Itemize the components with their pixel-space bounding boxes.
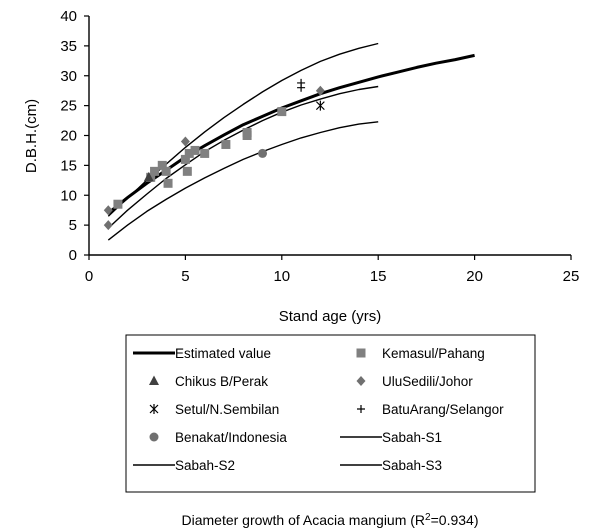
x-tick-label: 20 (466, 268, 483, 285)
series-sabah-s3-line (107, 121, 379, 241)
y-tick-label: 30 (60, 68, 77, 85)
legend-item-kemasul-pahang: Kemasul/Pahang (356, 346, 485, 361)
series-setul-n-sembilan-point (315, 100, 325, 111)
series-kemasul-pahang-point (161, 166, 171, 176)
legend-swatch-marker (356, 348, 366, 358)
legend-item-sabah-s2: Sabah-S2 (133, 458, 235, 473)
legend-label: Chikus B/Perak (175, 374, 268, 389)
legend-label: UluSedili/Johor (382, 374, 473, 389)
series-kemasul-pahang-point (242, 128, 252, 138)
series-kemasul-pahang-point (163, 178, 173, 188)
series-kemasul-pahang-point (113, 199, 123, 209)
series-markers (103, 78, 325, 231)
legend-swatch-marker (149, 432, 159, 442)
series-kemasul-pahang-point (190, 145, 200, 155)
legend-item-sabah-s3: Sabah-S3 (340, 458, 442, 473)
plot-area: 0 5 10 15 20 25 30 35 40 0 5 10 15 20 25 (60, 8, 579, 285)
legend-label: Kemasul/Pahang (382, 346, 485, 361)
legend-label: Benakat/Indonesia (175, 430, 287, 445)
series-estimated-value-line (107, 53, 475, 215)
legend-item-sabah-s1: Sabah-S1 (340, 430, 442, 445)
x-tick-label: 25 (563, 268, 580, 285)
legend-entries: Estimated value Kemasul/Pahang Chikus B/Pe… (133, 346, 504, 473)
y-tick-label: 40 (60, 8, 77, 25)
y-tick-label: 5 (69, 217, 77, 234)
x-tick-label: 0 (85, 268, 93, 285)
legend-label: BatuArang/Selangor (382, 402, 504, 417)
x-tick-label: 15 (370, 268, 387, 285)
legend: Estimated value Kemasul/Pahang Chikus B/Pe… (125, 334, 536, 493)
y-tick-label: 0 (69, 247, 77, 264)
legend-label: Setul/N.Sembilan (175, 402, 279, 417)
series-batuarang-selangor-point (297, 78, 306, 87)
legend-swatch-marker (356, 376, 366, 386)
y-ticks: 0 5 10 15 20 25 30 35 40 (60, 8, 89, 264)
legend-swatch-marker (149, 404, 159, 414)
legend-swatch-marker (149, 375, 159, 385)
legend-label: Sabah-S3 (382, 458, 442, 473)
legend-item-estimated-value: Estimated value (133, 346, 271, 361)
x-axis-title: Stand age (yrs) (279, 308, 382, 325)
legend-item-setul-n-sembilan: Setul/N.Sembilan (149, 402, 279, 417)
series-ulusedili-johor-point (315, 85, 325, 96)
series-ulusedili-johor-point (103, 220, 113, 231)
series-kemasul-pahang-point (180, 154, 190, 164)
legend-swatch-marker (357, 405, 365, 413)
caption-suffix: =0.934) (431, 512, 479, 528)
legend-label: Estimated value (175, 346, 271, 361)
series-kemasul-pahang-point (182, 166, 192, 176)
series-kemasul-pahang-point (221, 139, 231, 149)
series-ulusedili-johor-point (103, 205, 113, 216)
series-benakat-indonesia-point (258, 148, 268, 158)
legend-label: Sabah-S1 (382, 430, 442, 445)
y-axis-title: D.B.H.(cm) (23, 99, 40, 173)
series-kemasul-pahang-point (150, 166, 160, 176)
series-sabah-s2-line (107, 85, 379, 229)
caption-superscript: 2 (425, 512, 431, 523)
x-tick-label: 10 (273, 268, 290, 285)
y-tick-label: 10 (60, 187, 77, 204)
legend-item-batuarang-selangor: BatuArang/Selangor (357, 402, 504, 417)
legend-frame (125, 334, 536, 493)
series-chikus-b-perak-point (143, 171, 154, 182)
chart-caption: Diameter growth of Acacia mangium (R2=0.… (182, 512, 479, 528)
series-ulusedili-johor-point (180, 136, 190, 147)
legend-item-chikus-b-perak: Chikus B/Perak (149, 374, 268, 389)
series-kemasul-pahang-point (184, 148, 194, 158)
series-lines (107, 42, 475, 241)
series-kemasul-pahang-point (157, 160, 167, 170)
legend-item-benakat-indonesia: Benakat/Indonesia (149, 430, 287, 445)
y-tick-label: 25 (60, 98, 77, 115)
y-tick-label: 20 (60, 128, 77, 145)
y-tick-label: 35 (60, 38, 77, 55)
y-tick-label: 15 (60, 157, 77, 174)
series-kemasul-pahang-point (200, 148, 210, 158)
x-tick-label: 5 (181, 268, 189, 285)
caption-prefix: Diameter growth of Acacia mangium (R (182, 512, 426, 528)
series-kemasul-pahang-point (277, 107, 287, 117)
legend-item-ulusedili-johor: UluSedili/Johor (356, 374, 473, 389)
legend-label: Sabah-S2 (175, 458, 235, 473)
x-ticks: 0 5 10 15 20 25 (85, 255, 580, 285)
